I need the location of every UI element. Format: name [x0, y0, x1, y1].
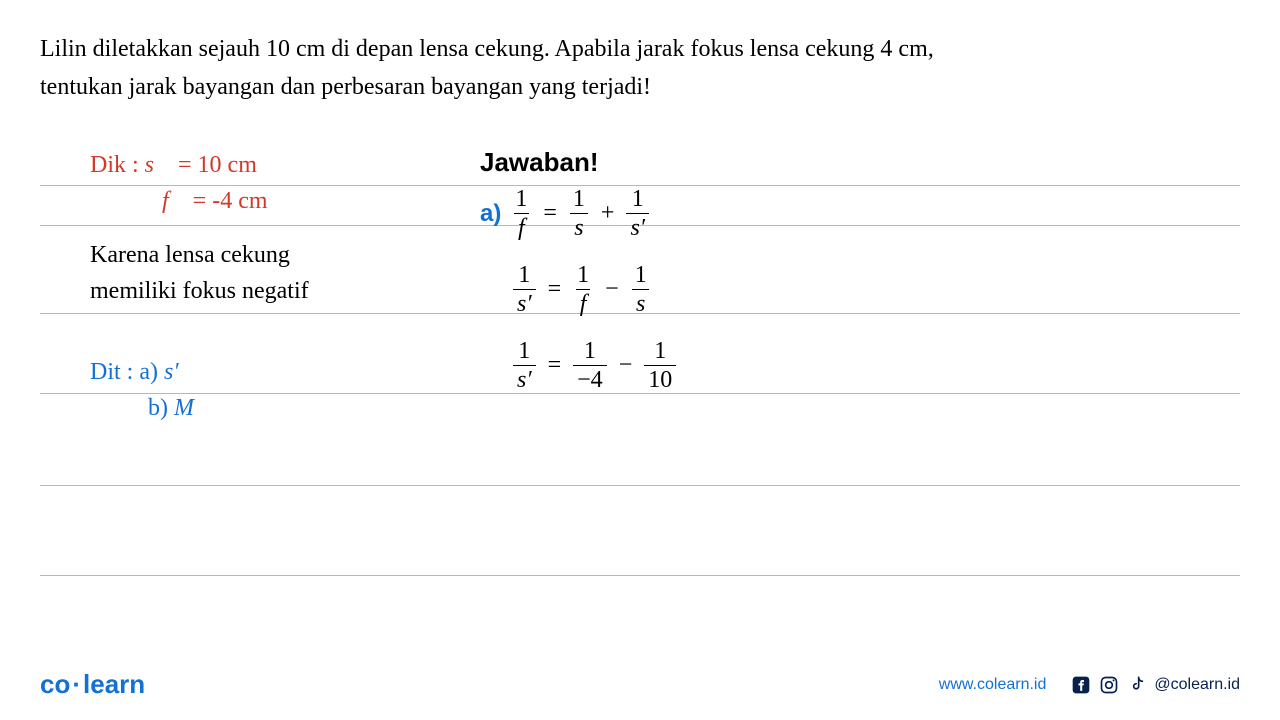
equation-3: 1 s′ = 1 −4 − 1 10 — [480, 338, 1240, 394]
numerator: 1 — [580, 339, 600, 365]
numerator: 1 — [569, 187, 589, 213]
dik-label: Dik : — [90, 152, 139, 178]
frac: 1 −4 — [573, 339, 607, 392]
dit-a-label: a) — [139, 359, 158, 385]
frac: 1 s — [631, 263, 651, 316]
dit-b-line: b) M — [90, 390, 420, 426]
numerator: 1 — [650, 339, 670, 365]
denominator: s — [632, 289, 649, 316]
denominator: −4 — [573, 365, 607, 392]
minus: − — [605, 276, 619, 303]
rule-line — [40, 485, 1240, 486]
dit-b-label: b) — [148, 395, 168, 421]
right-column: Jawaban! a) 1 f = 1 s + 1 s′ — [480, 147, 1240, 426]
numerator: 1 — [514, 263, 534, 289]
answer-title: Jawaban! — [480, 147, 1240, 178]
denominator: s′ — [626, 213, 649, 240]
s-var: s — [145, 152, 154, 178]
logo: co·learn — [40, 669, 145, 700]
frac: 1 s′ — [513, 263, 536, 316]
dik-f-line: f = -4 cm — [90, 183, 420, 219]
left-column: Dik : s = 10 cm f = -4 cm Karena lensa c… — [40, 147, 420, 426]
frac: 1 s′ — [513, 339, 536, 392]
dit-block: Dit : a) s′ b) M — [90, 354, 420, 426]
plus: + — [601, 200, 615, 227]
website-url: www.colearn.id — [939, 676, 1047, 694]
dik-s-line: Dik : s = 10 cm — [90, 147, 420, 183]
problem-line2: tentukan jarak bayangan dan perbesaran b… — [40, 74, 651, 100]
f-var: f — [162, 188, 169, 214]
social-handle: @colearn.id — [1154, 676, 1240, 694]
denominator: f — [514, 213, 529, 240]
denominator: f — [576, 289, 591, 316]
numerator: 1 — [573, 263, 593, 289]
denominator: 10 — [644, 365, 676, 392]
problem-line1: Lilin diletakkan sejauh 10 cm di depan l… — [40, 36, 934, 62]
instagram-icon — [1098, 674, 1120, 696]
note-line2: memiliki fokus negatif — [90, 278, 309, 304]
equals: = — [548, 352, 562, 379]
minus: − — [619, 352, 633, 379]
tiktok-icon — [1126, 674, 1148, 696]
frac: 1 f — [573, 263, 593, 316]
numerator: 1 — [631, 263, 651, 289]
note-line1: Karena lensa cekung — [90, 242, 290, 268]
frac: 1 s — [569, 187, 589, 240]
note-block: Karena lensa cekung memiliki fokus negat… — [90, 237, 420, 309]
dit-a-line: Dit : a) s′ — [90, 354, 420, 390]
equation-1: a) 1 f = 1 s + 1 s′ — [480, 186, 1240, 242]
logo-co: co — [40, 669, 70, 699]
s-value: = 10 cm — [178, 152, 257, 178]
facebook-icon — [1070, 674, 1092, 696]
footer-right: www.colearn.id @colearn.id — [939, 674, 1240, 696]
two-column-layout: Dik : s = 10 cm f = -4 cm Karena lensa c… — [40, 147, 1240, 426]
denominator: s′ — [513, 289, 536, 316]
rule-line — [40, 575, 1240, 576]
dit-label: Dit : — [90, 359, 133, 385]
work-area: Dik : s = 10 cm f = -4 cm Karena lensa c… — [40, 147, 1240, 426]
numerator: 1 — [514, 339, 534, 365]
dit-a-var: s′ — [164, 359, 179, 385]
frac: 1 f — [511, 187, 531, 240]
logo-learn: learn — [83, 669, 145, 699]
logo-dot: · — [72, 669, 81, 699]
f-value: = -4 cm — [193, 188, 268, 214]
denominator: s′ — [513, 365, 536, 392]
equals: = — [548, 276, 562, 303]
frac: 1 10 — [644, 339, 676, 392]
problem-statement: Lilin diletakkan sejauh 10 cm di depan l… — [40, 30, 1240, 107]
numerator: 1 — [511, 187, 531, 213]
denominator: s — [570, 213, 587, 240]
equals: = — [543, 200, 557, 227]
content-area: Lilin diletakkan sejauh 10 cm di depan l… — [0, 0, 1280, 426]
numerator: 1 — [628, 187, 648, 213]
equation-2: 1 s′ = 1 f − 1 s — [480, 262, 1240, 318]
part-a-label: a) — [480, 200, 501, 228]
social-icons: @colearn.id — [1070, 674, 1240, 696]
dit-b-var: M — [174, 395, 194, 421]
footer: co·learn www.colearn.id @colearn.id — [0, 669, 1280, 700]
frac: 1 s′ — [626, 187, 649, 240]
